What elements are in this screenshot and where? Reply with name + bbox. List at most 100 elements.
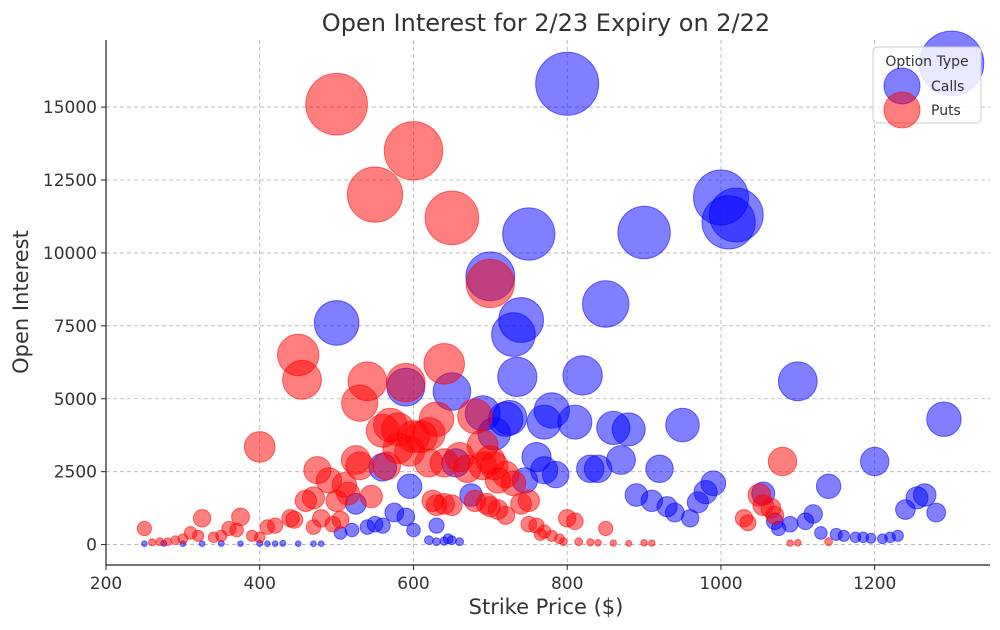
puts-point bbox=[192, 509, 212, 528]
calls-point bbox=[424, 535, 434, 546]
x-axis-label: Strike Price ($) bbox=[469, 595, 624, 619]
calls-point bbox=[271, 540, 279, 548]
calls-point bbox=[582, 280, 630, 328]
puts-point bbox=[346, 166, 404, 223]
calls-point bbox=[860, 446, 890, 477]
puts-point bbox=[453, 454, 482, 483]
calls-point bbox=[374, 517, 391, 534]
puts-point bbox=[574, 537, 584, 547]
puts-point bbox=[441, 494, 463, 517]
puts-point bbox=[824, 537, 833, 547]
calls-point bbox=[583, 454, 613, 483]
puts-point bbox=[566, 512, 584, 531]
puts-point bbox=[282, 359, 322, 400]
y-tick-label: 2500 bbox=[54, 463, 97, 483]
calls-point bbox=[877, 533, 888, 545]
legend-title: Option Type bbox=[885, 54, 968, 70]
puts-point bbox=[457, 398, 493, 435]
calls-point bbox=[926, 502, 947, 523]
puts-point bbox=[170, 535, 181, 546]
puts-point bbox=[586, 538, 595, 547]
calls-point bbox=[837, 529, 851, 542]
puts-point bbox=[739, 514, 757, 532]
puts-point bbox=[163, 537, 172, 547]
calls-point bbox=[237, 540, 244, 548]
calls-point bbox=[439, 536, 449, 546]
puts-point bbox=[609, 539, 617, 547]
puts-point bbox=[253, 531, 266, 544]
calls-point bbox=[611, 412, 646, 447]
puts-point bbox=[510, 492, 532, 515]
calls-point bbox=[447, 535, 457, 546]
calls-point bbox=[406, 522, 421, 538]
puts-point bbox=[372, 451, 402, 481]
calls-point bbox=[686, 491, 710, 514]
calls-point bbox=[396, 473, 423, 499]
calls-point bbox=[926, 401, 962, 437]
puts-point bbox=[625, 539, 633, 547]
puts-point bbox=[424, 190, 480, 246]
puts-point bbox=[148, 538, 157, 547]
puts-point bbox=[259, 519, 276, 535]
calls-point bbox=[313, 300, 360, 346]
calls-point bbox=[491, 312, 536, 357]
x-tick-label: 1000 bbox=[699, 574, 742, 594]
puts-point bbox=[383, 121, 444, 181]
calls-point bbox=[777, 361, 818, 402]
calls-point bbox=[557, 404, 593, 440]
calls-point bbox=[317, 540, 325, 548]
y-tick-label: 7500 bbox=[54, 317, 97, 337]
puts-point bbox=[559, 537, 568, 547]
puts-point bbox=[423, 343, 466, 385]
puts-point bbox=[765, 505, 785, 525]
puts-point bbox=[285, 510, 304, 529]
x-tick-label: 200 bbox=[90, 574, 122, 594]
y-axis-label: Open Interest bbox=[9, 230, 33, 374]
x-axis-ticks: 200 400 600 800 1000 1200 bbox=[90, 565, 896, 594]
grid bbox=[106, 40, 990, 565]
calls-point bbox=[535, 51, 600, 116]
series-puts bbox=[136, 72, 833, 547]
puts-point bbox=[192, 529, 205, 542]
legend-label-calls: Calls bbox=[931, 79, 964, 95]
puts-point bbox=[496, 505, 516, 525]
puts-point bbox=[207, 531, 220, 544]
calls-point bbox=[264, 540, 271, 548]
legend: Option Type Calls Puts bbox=[872, 46, 982, 129]
calls-point bbox=[617, 205, 671, 260]
calls-point bbox=[526, 404, 562, 440]
calls-point bbox=[542, 460, 570, 489]
x-tick-label: 1200 bbox=[853, 574, 896, 594]
x-tick-label: 800 bbox=[551, 574, 583, 594]
calls-point bbox=[428, 517, 445, 534]
y-axis-ticks: 0 2500 5000 7500 10000 12500 15000 bbox=[43, 98, 106, 556]
series-calls bbox=[141, 30, 985, 548]
puts-point bbox=[155, 537, 165, 547]
puts-point bbox=[359, 484, 383, 509]
x-tick-label: 600 bbox=[397, 574, 429, 594]
calls-point bbox=[681, 509, 700, 528]
puts-point bbox=[533, 527, 547, 541]
calls-point bbox=[815, 473, 842, 499]
calls-point bbox=[645, 454, 674, 483]
puts-point bbox=[794, 539, 802, 547]
y-tick-label: 0 bbox=[86, 536, 97, 556]
puts-point bbox=[324, 515, 342, 533]
calls-point bbox=[432, 537, 441, 547]
y-tick-label: 12500 bbox=[43, 171, 97, 191]
puts-point bbox=[243, 431, 276, 463]
calls-point bbox=[396, 507, 416, 527]
calls-point bbox=[497, 356, 538, 397]
puts-point bbox=[294, 489, 318, 512]
calls-point bbox=[198, 540, 206, 548]
puts-point bbox=[305, 72, 368, 136]
calls-point bbox=[562, 355, 603, 396]
puts-point bbox=[767, 446, 798, 477]
puts-point bbox=[136, 520, 152, 537]
puts-point bbox=[305, 519, 322, 535]
y-tick-label: 5000 bbox=[54, 390, 97, 410]
chart-title: Open Interest for 2/23 Expiry on 2/22 bbox=[322, 9, 770, 37]
calls-point bbox=[141, 540, 148, 548]
calls-point bbox=[359, 519, 376, 535]
